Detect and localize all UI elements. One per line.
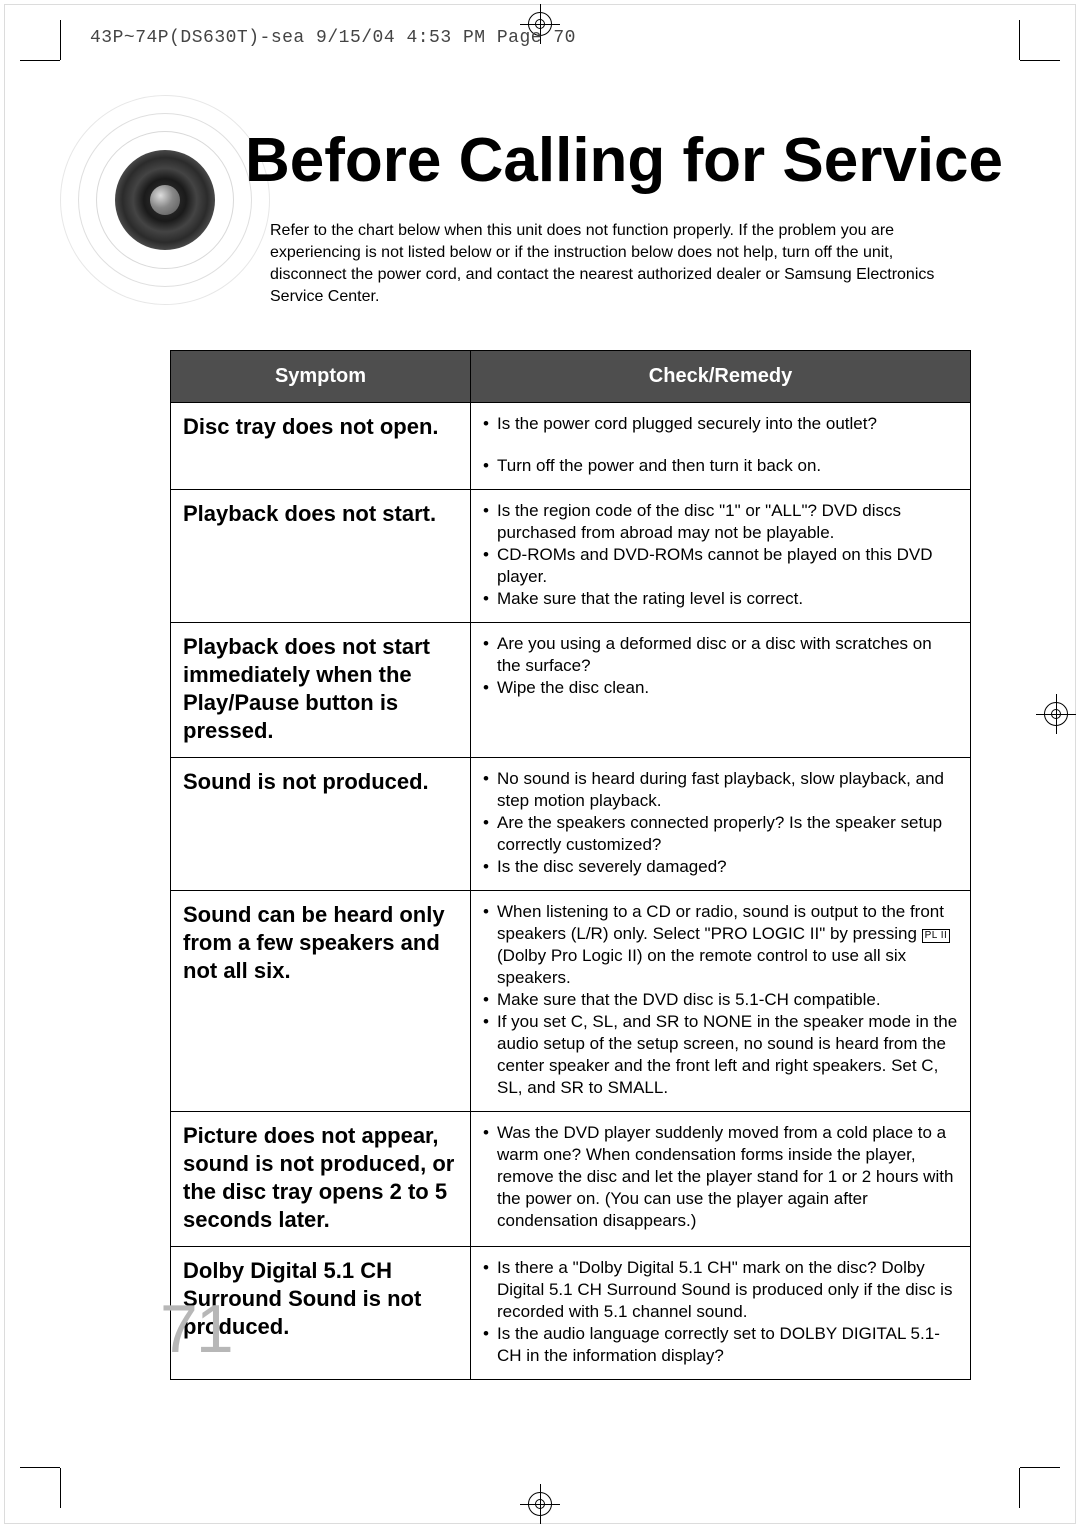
- remedy-bullet: •Is the region code of the disc "1" or "…: [483, 500, 958, 544]
- remedy-bullet: •Make sure that the DVD disc is 5.1-CH c…: [483, 989, 958, 1011]
- intro-paragraph: Refer to the chart below when this unit …: [270, 220, 970, 308]
- remedy-bullet: •Make sure that the rating level is corr…: [483, 588, 958, 610]
- remedy-cell: •Is there a "Dolby Digital 5.1 CH" mark …: [471, 1247, 971, 1380]
- registration-mark: [526, 1490, 554, 1518]
- prologic-badge-icon: PL II: [922, 929, 951, 943]
- remedy-cell: •When listening to a CD or radio, sound …: [471, 891, 971, 1112]
- symptom-cell: Picture does not appear, sound is not pr…: [171, 1112, 471, 1247]
- troubleshooting-table: Symptom Check/Remedy Disc tray does not …: [170, 350, 971, 1380]
- symptom-cell: Playback does not start immediately when…: [171, 623, 471, 758]
- registration-mark: [1042, 700, 1070, 728]
- remedy-bullet: •No sound is heard during fast playback,…: [483, 768, 958, 812]
- symptom-cell: Sound is not produced.: [171, 758, 471, 891]
- symptom-cell: Playback does not start.: [171, 490, 471, 623]
- crop-mark: [20, 60, 60, 61]
- remedy-bullet: •Are the speakers connected properly? Is…: [483, 812, 958, 856]
- speaker-graphic: [60, 95, 270, 305]
- crop-mark: [60, 20, 61, 60]
- table-header-symptom: Symptom: [171, 351, 471, 403]
- remedy-bullet: •When listening to a CD or radio, sound …: [483, 901, 958, 989]
- crop-mark: [60, 1468, 61, 1508]
- table-row: Picture does not appear, sound is not pr…: [171, 1112, 971, 1247]
- crop-mark: [1020, 1467, 1060, 1468]
- remedy-bullet: •Turn off the power and then turn it bac…: [483, 455, 958, 477]
- remedy-bullet: •CD-ROMs and DVD-ROMs cannot be played o…: [483, 544, 958, 588]
- remedy-bullet: •Wipe the disc clean.: [483, 677, 958, 699]
- remedy-cell: •Is the region code of the disc "1" or "…: [471, 490, 971, 623]
- table-row: Disc tray does not open. •Is the power co…: [171, 403, 971, 490]
- remedy-bullet: •Is the audio language correctly set to …: [483, 1323, 958, 1367]
- table-row: Sound is not produced. •No sound is heard…: [171, 758, 971, 891]
- remedy-cell: •Is the power cord plugged securely into…: [471, 403, 971, 490]
- remedy-cell: •Was the DVD player suddenly moved from …: [471, 1112, 971, 1247]
- page-title: Before Calling for Service: [245, 125, 1003, 196]
- crop-mark: [1020, 60, 1060, 61]
- table-row: Sound can be heard only from a few speak…: [171, 891, 971, 1112]
- remedy-bullet: •Is the disc severely damaged?: [483, 856, 958, 878]
- crop-mark: [20, 1467, 60, 1468]
- remedy-bullet: •If you set C, SL, and SR to NONE in the…: [483, 1011, 958, 1099]
- remedy-bullet: •Is there a "Dolby Digital 5.1 CH" mark …: [483, 1257, 958, 1323]
- remedy-bullet: •Was the DVD player suddenly moved from …: [483, 1122, 958, 1232]
- remedy-cell: •No sound is heard during fast playback,…: [471, 758, 971, 891]
- table-row: Playback does not start immediately when…: [171, 623, 971, 758]
- table-row: Dolby Digital 5.1 CH Surround Sound is n…: [171, 1247, 971, 1380]
- symptom-cell: Disc tray does not open.: [171, 403, 471, 490]
- remedy-bullet: •Are you using a deformed disc or a disc…: [483, 633, 958, 677]
- print-slug: 43P~74P(DS630T)-sea 9/15/04 4:53 PM Page…: [90, 28, 576, 48]
- crop-mark: [1019, 1468, 1020, 1508]
- table-row: Playback does not start. •Is the region c…: [171, 490, 971, 623]
- remedy-bullet: •Is the power cord plugged securely into…: [483, 413, 958, 435]
- crop-mark: [1019, 20, 1020, 60]
- table-header-remedy: Check/Remedy: [471, 351, 971, 403]
- symptom-cell: Sound can be heard only from a few speak…: [171, 891, 471, 1112]
- page-number: 71: [160, 1290, 232, 1368]
- remedy-cell: •Are you using a deformed disc or a disc…: [471, 623, 971, 758]
